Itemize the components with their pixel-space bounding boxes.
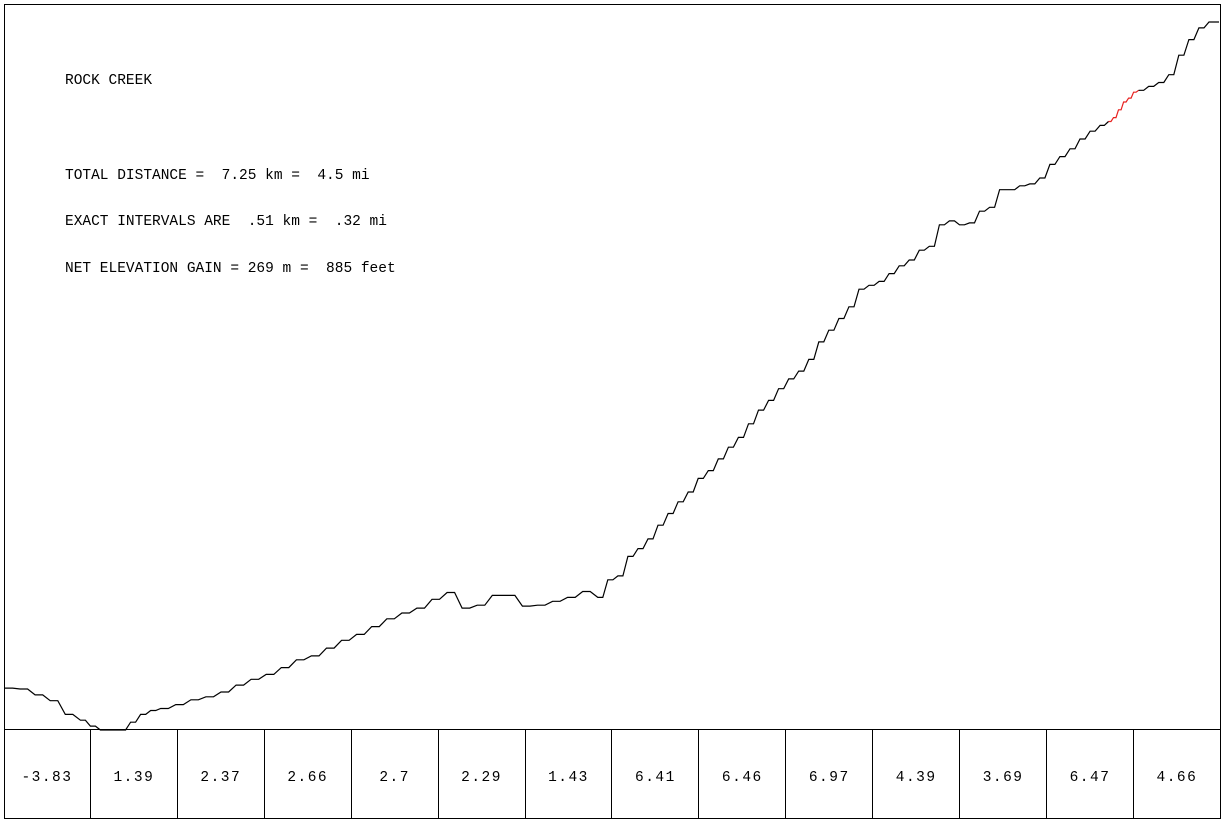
grade-cell: 6.97 [786,729,874,818]
route-title: ROCK CREEK [65,73,153,89]
grade-cell: 6.47 [1047,729,1134,818]
grade-cell: 6.41 [612,729,700,818]
profile-segment-2 [1138,21,1219,91]
grade-cell: 3.69 [960,729,1048,818]
route-info: ROCK CREEK TOTAL DISTANCE = 7.25 km = 4.… [65,43,396,308]
grade-cell: 6.46 [699,729,787,818]
info-spacer [65,121,396,138]
exact-intervals-text: EXACT INTERVALS ARE .51 km = .32 mi [65,214,387,230]
grade-cell: 1.43 [526,729,613,818]
grade-cell: 2.37 [178,729,265,818]
grade-cell: 1.39 [91,729,178,818]
grade-cell: 4.66 [1156,769,1198,786]
grade-cell: 4.39 [873,729,961,818]
profile-segment-0 [5,121,1109,731]
grade-cell: 2.29 [439,729,526,818]
grade-cell: 2.66 [265,729,352,818]
net-elevation-gain-text: NET ELEVATION GAIN = 269 m = 885 feet [65,260,396,277]
plot-border [4,4,1221,819]
total-distance-text: TOTAL DISTANCE = 7.25 km = 4.5 mi [65,167,370,184]
elevation-profile-lines [5,21,1219,731]
grade-cell: 2.7 [352,729,439,818]
grade-cell: -3.83 [4,729,91,818]
profile-segment-1 [1108,89,1139,123]
grade-table: -3.83 1.39 2.37 2.66 2.7 2.29 1.43 6.41 6.46 6.97… [4,729,1220,818]
